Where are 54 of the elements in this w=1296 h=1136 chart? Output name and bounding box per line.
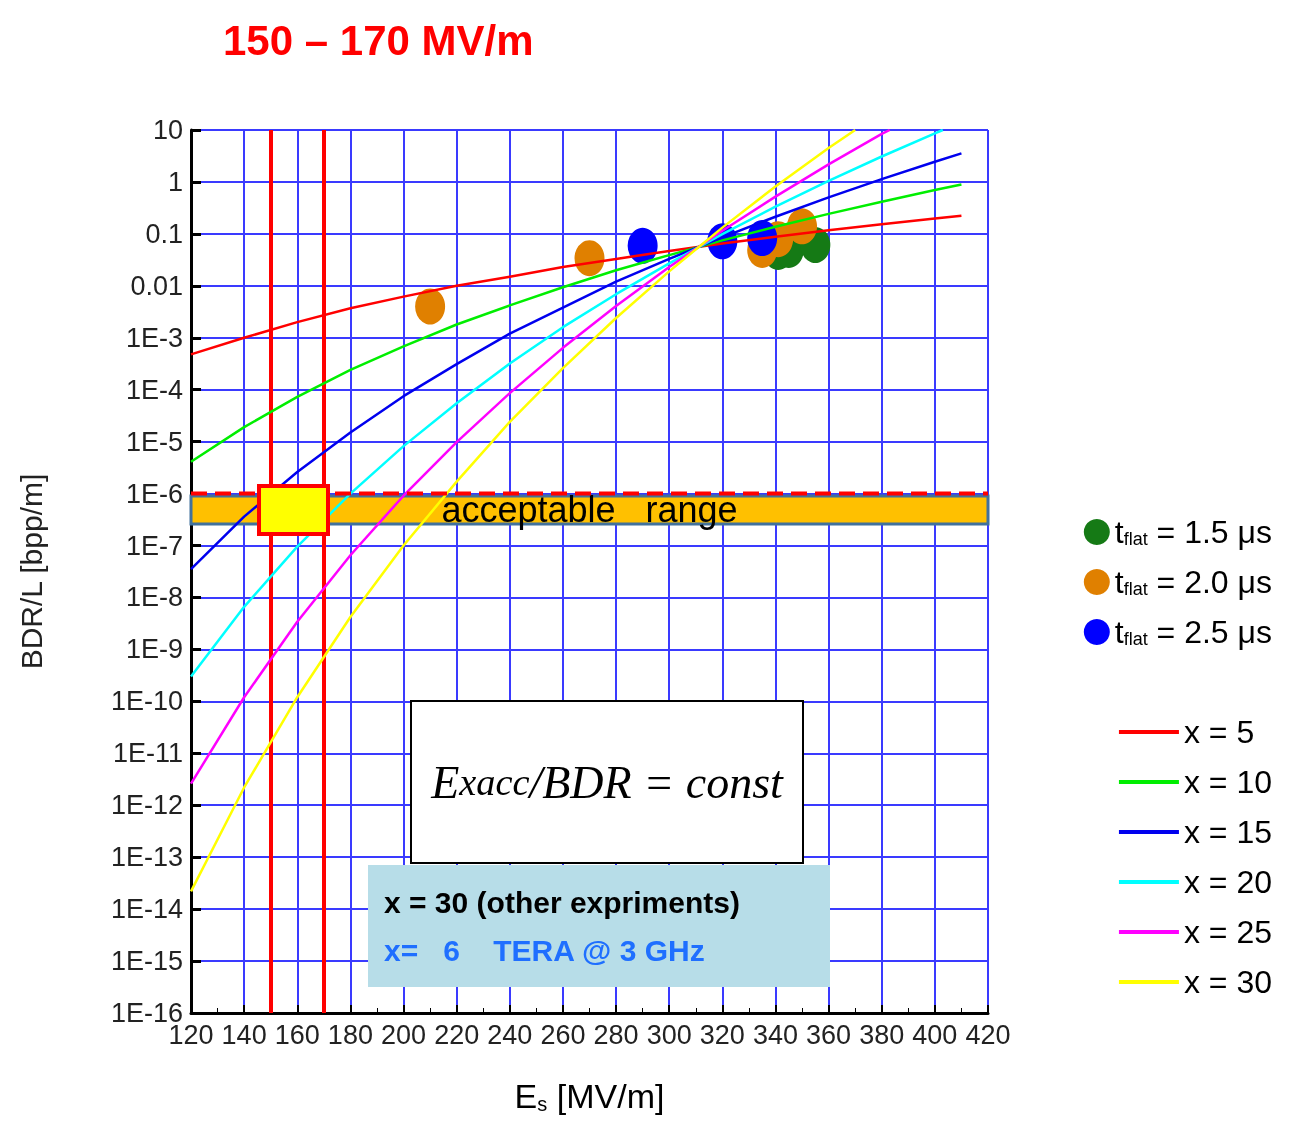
y-tick-label: 0.1 [145, 218, 183, 249]
x-tick-label: 140 [221, 1019, 267, 1050]
x-tick-label: 340 [752, 1019, 798, 1050]
y-tick-label: 1 [167, 166, 183, 197]
legend-label: tflat = 2.5 μs [1114, 614, 1272, 650]
annotation: x = 30 (other expriments) [384, 885, 741, 921]
x-tick-label: 380 [859, 1019, 905, 1050]
y-tick-label: 1E-14 [110, 894, 183, 925]
band-label: acceptable range [441, 489, 738, 531]
point [415, 288, 446, 325]
x-tick-label: 300 [646, 1019, 692, 1050]
y-tick-label: 1E-7 [125, 530, 183, 561]
y-tick-label: 1E-5 [125, 426, 183, 457]
line-series [189, 152, 963, 571]
x-tick-label: 240 [487, 1019, 533, 1050]
x-tick-label: 200 [381, 1019, 427, 1050]
x-tick-label: 420 [965, 1019, 1011, 1050]
legend-label: tflat = 2.0 μs [1114, 564, 1272, 600]
y-tick-label: 10 [152, 115, 183, 145]
legend-label: x = 15 [1183, 814, 1272, 850]
note-box: x = 30 (other expriments) x= 6 TERA @ 3 GHz [368, 865, 830, 987]
y-tick-label: 1E-9 [125, 634, 183, 665]
legend-label: x = 25 [1183, 914, 1272, 950]
x-tick-label: 360 [806, 1019, 852, 1050]
legend-label: tflat = 1.5 μs [1114, 514, 1272, 550]
x-tick-label: 160 [274, 1019, 320, 1050]
annotation: x= 6 TERA @ 3 GHz [384, 933, 706, 969]
y-tick-label: 1E-3 [125, 322, 183, 353]
x-tick-label: 220 [434, 1019, 480, 1050]
line-series [189, 183, 963, 464]
y-tick-label: 1E-6 [125, 478, 183, 509]
line-series [189, 128, 945, 678]
x-tick-label: 280 [593, 1019, 639, 1050]
y-tick-label: 0.01 [130, 270, 183, 301]
y-tick-label: 1E-11 [112, 738, 183, 769]
x-tick-label: 260 [540, 1019, 586, 1050]
y-tick-label: 1E-4 [125, 374, 183, 405]
legend-label: x = 30 [1183, 964, 1272, 1000]
chart-title: 150 – 170 MV/m [223, 16, 534, 64]
y-axis-title: BDR/L [bpp/m] [14, 473, 48, 670]
legend-label: x = 5 [1183, 714, 1255, 750]
x-tick-label: 400 [912, 1019, 958, 1050]
y-tick-label: 1E-10 [110, 686, 183, 717]
line-series [189, 128, 857, 893]
y-tick-label: 1E-15 [110, 946, 183, 977]
legend-label: x = 20 [1183, 864, 1272, 900]
y-tick-label: 1E-8 [125, 582, 183, 613]
legend-label: x = 10 [1183, 764, 1272, 800]
point [574, 240, 605, 277]
y-tick-label: 1E-12 [110, 790, 183, 821]
y-tick-label: 1E-13 [110, 842, 183, 873]
x-axis-title: Es [MV/m] [514, 1077, 665, 1115]
x-tick-label: 320 [699, 1019, 745, 1050]
x-tick-label: 180 [327, 1019, 373, 1050]
